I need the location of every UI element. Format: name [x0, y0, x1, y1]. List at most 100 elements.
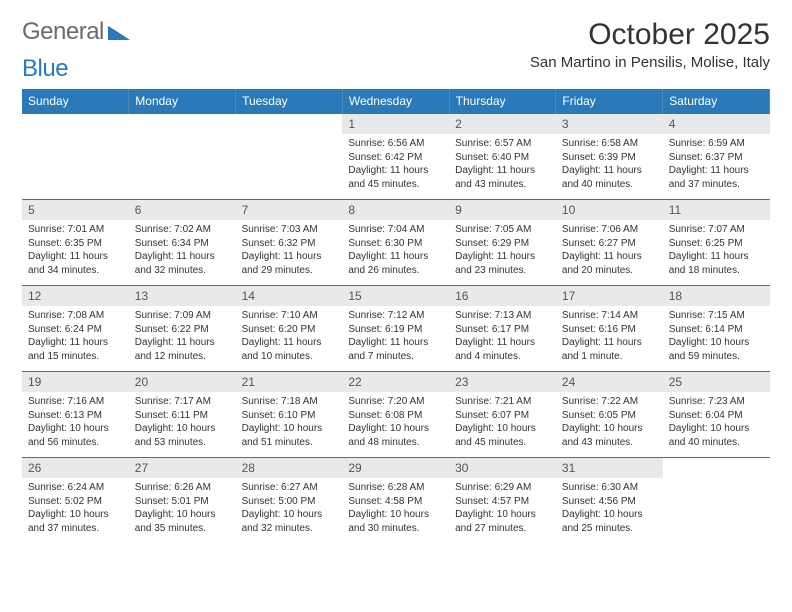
sunrise-text: Sunrise: 7:16 AM: [28, 395, 123, 409]
calendar-week-row: 26Sunrise: 6:24 AMSunset: 5:02 PMDayligh…: [22, 458, 770, 544]
sunrise-text: Sunrise: 6:56 AM: [348, 137, 443, 151]
sunrise-text: Sunrise: 7:07 AM: [669, 223, 764, 237]
daylight-text: Daylight: 11 hours and 7 minutes.: [348, 336, 443, 363]
day-header: Friday: [556, 89, 663, 114]
day-header: Saturday: [663, 89, 770, 114]
calendar-day-cell: 8Sunrise: 7:04 AMSunset: 6:30 PMDaylight…: [342, 200, 449, 286]
day-number: 14: [236, 286, 343, 306]
calendar-day-cell: 25Sunrise: 7:23 AMSunset: 6:04 PMDayligh…: [663, 372, 770, 458]
sunset-text: Sunset: 6:14 PM: [669, 323, 764, 337]
day-number: 29: [342, 458, 449, 478]
day-number: 26: [22, 458, 129, 478]
day-number: 5: [22, 200, 129, 220]
sunset-text: Sunset: 6:11 PM: [135, 409, 230, 423]
sunrise-text: Sunrise: 7:05 AM: [455, 223, 550, 237]
triangle-icon: [108, 22, 130, 43]
sunrise-text: Sunrise: 7:21 AM: [455, 395, 550, 409]
day-header: Tuesday: [236, 89, 343, 114]
calendar-day-cell: 7Sunrise: 7:03 AMSunset: 6:32 PMDaylight…: [236, 200, 343, 286]
day-number: 27: [129, 458, 236, 478]
daylight-text: Daylight: 10 hours and 35 minutes.: [135, 508, 230, 535]
sunset-text: Sunset: 6:37 PM: [669, 151, 764, 165]
sunrise-text: Sunrise: 7:10 AM: [242, 309, 337, 323]
calendar-day-cell: 12Sunrise: 7:08 AMSunset: 6:24 PMDayligh…: [22, 286, 129, 372]
calendar-day-cell: 16Sunrise: 7:13 AMSunset: 6:17 PMDayligh…: [449, 286, 556, 372]
sunset-text: Sunset: 6:25 PM: [669, 237, 764, 251]
day-number: 19: [22, 372, 129, 392]
calendar-day-cell: 11Sunrise: 7:07 AMSunset: 6:25 PMDayligh…: [663, 200, 770, 286]
calendar-day-cell: 28Sunrise: 6:27 AMSunset: 5:00 PMDayligh…: [236, 458, 343, 544]
day-number: 10: [556, 200, 663, 220]
day-number: 21: [236, 372, 343, 392]
sunrise-text: Sunrise: 6:57 AM: [455, 137, 550, 151]
sunset-text: Sunset: 6:20 PM: [242, 323, 337, 337]
sunrise-text: Sunrise: 6:30 AM: [562, 481, 657, 495]
day-details: Sunrise: 7:17 AMSunset: 6:11 PMDaylight:…: [129, 392, 236, 453]
sunrise-text: Sunrise: 6:24 AM: [28, 481, 123, 495]
daylight-text: Daylight: 11 hours and 43 minutes.: [455, 164, 550, 191]
sunrise-text: Sunrise: 6:26 AM: [135, 481, 230, 495]
day-number: 4: [663, 114, 770, 134]
daylight-text: Daylight: 10 hours and 45 minutes.: [455, 422, 550, 449]
sunrise-text: Sunrise: 7:14 AM: [562, 309, 657, 323]
calendar-day-cell: 19 Sunrise: 7:16 AMSunset: 6:13 PMDayligh…: [22, 372, 129, 458]
calendar-table: Sunday Monday Tuesday Wednesday Thursday…: [22, 89, 770, 544]
calendar-day-cell: 14Sunrise: 7:10 AMSunset: 6:20 PMDayligh…: [236, 286, 343, 372]
sunrise-text: Sunrise: 7:15 AM: [669, 309, 764, 323]
sunset-text: Sunset: 5:02 PM: [28, 495, 123, 509]
day-details: Sunrise: 7:20 AMSunset: 6:08 PMDaylight:…: [342, 392, 449, 453]
sunrise-text: Sunrise: 7:20 AM: [348, 395, 443, 409]
day-details: Sunrise: 7:03 AMSunset: 6:32 PMDaylight:…: [236, 220, 343, 281]
day-number: 20: [129, 372, 236, 392]
sunset-text: Sunset: 6:27 PM: [562, 237, 657, 251]
sunrise-text: Sunrise: 7:09 AM: [135, 309, 230, 323]
sunset-text: Sunset: 6:32 PM: [242, 237, 337, 251]
daylight-text: Daylight: 11 hours and 12 minutes.: [135, 336, 230, 363]
day-details: Sunrise: 7:22 AMSunset: 6:05 PMDaylight:…: [556, 392, 663, 453]
sunset-text: Sunset: 6:39 PM: [562, 151, 657, 165]
day-details: Sunrise: 7:21 AMSunset: 6:07 PMDaylight:…: [449, 392, 556, 453]
calendar-day-cell: 13Sunrise: 7:09 AMSunset: 6:22 PMDayligh…: [129, 286, 236, 372]
calendar-day-cell: 6Sunrise: 7:02 AMSunset: 6:34 PMDaylight…: [129, 200, 236, 286]
sunset-text: Sunset: 6:19 PM: [348, 323, 443, 337]
calendar-day-cell: 30Sunrise: 6:29 AMSunset: 4:57 PMDayligh…: [449, 458, 556, 544]
calendar-week-row: 5Sunrise: 7:01 AMSunset: 6:35 PMDaylight…: [22, 200, 770, 286]
sunrise-text: Sunrise: 7:06 AM: [562, 223, 657, 237]
calendar-week-row: 19Sunrise: 7:16 AMSunset: 6:13 PMDayligh…: [22, 372, 770, 458]
sunset-text: Sunset: 6:13 PM: [28, 409, 123, 423]
day-details: Sunrise: 7:04 AMSunset: 6:30 PMDaylight:…: [342, 220, 449, 281]
day-details: Sunrise: 7:10 AMSunset: 6:20 PMDaylight:…: [236, 306, 343, 367]
daylight-text: Daylight: 10 hours and 37 minutes.: [28, 508, 123, 535]
day-details: Sunrise: 6:24 AMSunset: 5:02 PMDaylight:…: [22, 478, 129, 539]
sunrise-text: Sunrise: 6:29 AM: [455, 481, 550, 495]
calendar-day-cell: 10Sunrise: 7:06 AMSunset: 6:27 PMDayligh…: [556, 200, 663, 286]
daylight-text: Daylight: 10 hours and 32 minutes.: [242, 508, 337, 535]
month-title: October 2025: [530, 18, 770, 52]
day-number: 11: [663, 200, 770, 220]
day-number: 17: [556, 286, 663, 306]
day-header: Sunday: [22, 89, 129, 114]
sunset-text: Sunset: 6:05 PM: [562, 409, 657, 423]
sunrise-text: Sunrise: 7:12 AM: [348, 309, 443, 323]
daylight-text: Daylight: 10 hours and 27 minutes.: [455, 508, 550, 535]
daylight-text: Daylight: 11 hours and 20 minutes.: [562, 250, 657, 277]
calendar-day-cell: 15Sunrise: 7:12 AMSunset: 6:19 PMDayligh…: [342, 286, 449, 372]
calendar-day-cell: [663, 458, 770, 544]
daylight-text: Daylight: 10 hours and 43 minutes.: [562, 422, 657, 449]
calendar-day-cell: [236, 114, 343, 200]
daylight-text: Daylight: 10 hours and 56 minutes.: [28, 422, 123, 449]
sunset-text: Sunset: 6:10 PM: [242, 409, 337, 423]
sunrise-text: Sunrise: 7:01 AM: [28, 223, 123, 237]
day-details: Sunrise: 7:06 AMSunset: 6:27 PMDaylight:…: [556, 220, 663, 281]
day-header: Thursday: [449, 89, 556, 114]
sunset-text: Sunset: 6:07 PM: [455, 409, 550, 423]
day-number: 8: [342, 200, 449, 220]
day-details: Sunrise: 6:59 AMSunset: 6:37 PMDaylight:…: [663, 134, 770, 195]
sunrise-text: Sunrise: 6:59 AM: [669, 137, 764, 151]
day-number: 31: [556, 458, 663, 478]
calendar-day-cell: 2Sunrise: 6:57 AMSunset: 6:40 PMDaylight…: [449, 114, 556, 200]
brand-general: General: [22, 18, 104, 46]
daylight-text: Daylight: 11 hours and 10 minutes.: [242, 336, 337, 363]
sunrise-text: Sunrise: 7:13 AM: [455, 309, 550, 323]
day-number: 18: [663, 286, 770, 306]
